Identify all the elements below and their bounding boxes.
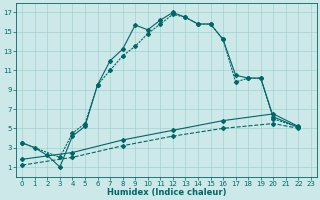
X-axis label: Humidex (Indice chaleur): Humidex (Indice chaleur) [107, 188, 226, 197]
